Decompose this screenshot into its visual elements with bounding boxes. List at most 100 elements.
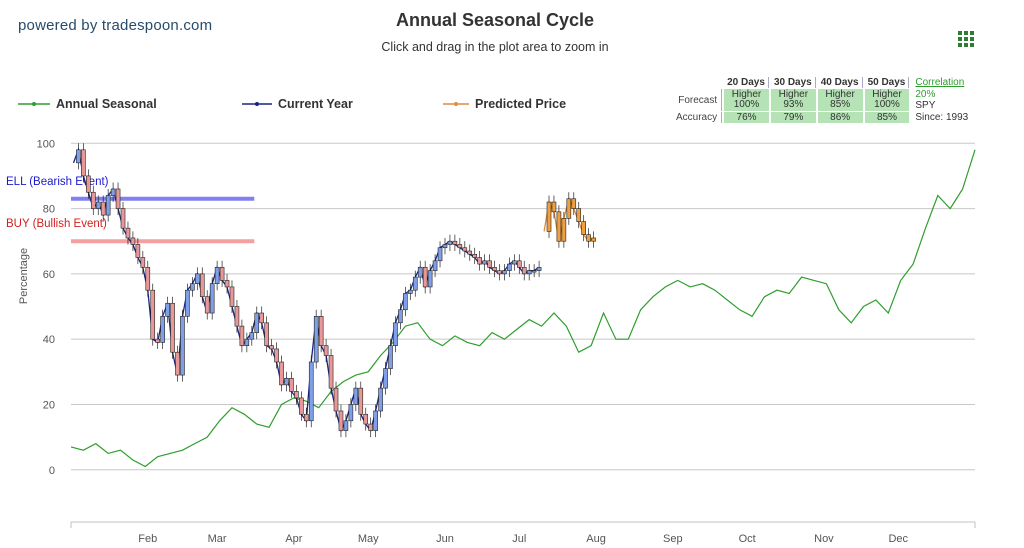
accuracy-cell: 76% (724, 112, 769, 123)
candle-body (86, 175, 91, 193)
candle-body (457, 244, 463, 249)
candle-body (110, 188, 116, 196)
forecast-stats-table: 20 Days 30 Days 40 Days 50 Days Correlat… (672, 76, 972, 124)
candle-body (427, 270, 433, 288)
y-tick-label: 40 (43, 334, 55, 346)
candle-body (388, 345, 393, 369)
y-tick-label: 100 (37, 138, 55, 150)
candle-body (219, 267, 225, 281)
candle-body (269, 345, 274, 350)
candle-body (120, 208, 126, 229)
candle-body (516, 260, 522, 268)
candle-body (299, 397, 304, 415)
correlation-link[interactable]: Correlation (915, 77, 965, 88)
y-tick-label: 20 (43, 399, 55, 411)
candle-body (244, 338, 250, 346)
stats-col-header: 40 Days (818, 77, 863, 88)
candle-body (338, 410, 344, 431)
chart-title: Annual Seasonal Cycle (395, 10, 595, 30)
candle-body (581, 221, 586, 235)
candle-body (442, 244, 448, 249)
x-tick-label: May (358, 533, 379, 545)
since-label: Since: 1993 (915, 112, 969, 123)
candle-body (81, 149, 86, 177)
x-tick-label: Nov (814, 533, 834, 545)
candle-body (160, 316, 165, 343)
candle-body (165, 302, 170, 317)
candle-body (239, 325, 245, 346)
candle-body (145, 267, 151, 291)
candle-body (373, 410, 378, 431)
forecast-row-label: Forecast (674, 89, 723, 111)
legend-annual-seasonal[interactable]: Annual Seasonal (18, 97, 157, 111)
candle-body (195, 273, 200, 284)
candle-body (294, 391, 299, 399)
candle-body (452, 240, 458, 245)
candle-body (190, 283, 195, 291)
accuracy-row-label: Accuracy (674, 112, 723, 123)
candle-body (180, 316, 185, 376)
candle-body (303, 413, 309, 422)
legend-predicted-price[interactable]: Predicted Price (443, 97, 566, 111)
candle-body (308, 361, 314, 422)
stats-col-header: 30 Days (771, 77, 816, 88)
candle-body (551, 201, 557, 213)
x-tick-label: Feb (138, 533, 157, 545)
candle-body (115, 188, 121, 209)
x-tick-label: Mar (208, 533, 227, 545)
y-axis-title: Percentage (18, 248, 30, 304)
candle-body (492, 267, 497, 271)
stats-col-header: 50 Days (865, 77, 910, 88)
candle-body (130, 237, 136, 245)
candle-body (408, 289, 413, 294)
candle-body (497, 270, 502, 275)
accuracy-cell: 79% (770, 112, 816, 123)
candle-body (576, 208, 582, 222)
legend-current-year[interactable]: Current Year (242, 97, 353, 111)
legend-line-icon (443, 102, 469, 106)
candle-body (531, 270, 537, 273)
x-tick-label: Aug (586, 533, 606, 545)
candle-body (432, 260, 438, 271)
candle-body (343, 420, 349, 431)
candle-body (284, 378, 289, 386)
candle-body (274, 348, 279, 363)
legend-label: Annual Seasonal (56, 97, 157, 111)
candle-body (403, 293, 408, 311)
candle-body (264, 322, 269, 346)
candle-body (368, 423, 373, 431)
candle-body (333, 387, 339, 412)
y-tick-label: 0 (49, 465, 55, 477)
legend-line-icon (18, 102, 50, 106)
candle-body (462, 247, 468, 252)
candle-body (383, 368, 388, 389)
chart-menu-grid-icon[interactable] (958, 31, 974, 47)
candle-body (249, 332, 255, 340)
candle-body (229, 286, 235, 307)
candle-body (279, 361, 284, 386)
candle-body (76, 149, 81, 164)
candle-body (95, 201, 101, 209)
candle-body (482, 260, 487, 265)
candle-body (422, 267, 428, 288)
candle-body (224, 280, 230, 288)
candle-body (526, 270, 532, 275)
candle-body (214, 267, 220, 284)
candle-body (561, 218, 567, 242)
candle-body (353, 387, 359, 405)
candle-body (412, 276, 418, 291)
candle-body (254, 312, 260, 333)
candle-body (259, 312, 265, 324)
candle-body (378, 387, 383, 412)
brand-text: powered by tradespoon.com (18, 17, 213, 34)
forecast-cell: Higher 93% (770, 89, 816, 111)
candle-body (328, 355, 334, 389)
event-band-label: ELL (Bearish Event) (6, 176, 109, 188)
accuracy-cell: 86% (817, 112, 863, 123)
candle-body (571, 198, 577, 209)
candle-body (150, 289, 156, 340)
candle-body (536, 267, 542, 271)
candle-body (393, 322, 398, 346)
chart-subtitle: Click and drag in the plot area to zoom … (381, 40, 609, 54)
